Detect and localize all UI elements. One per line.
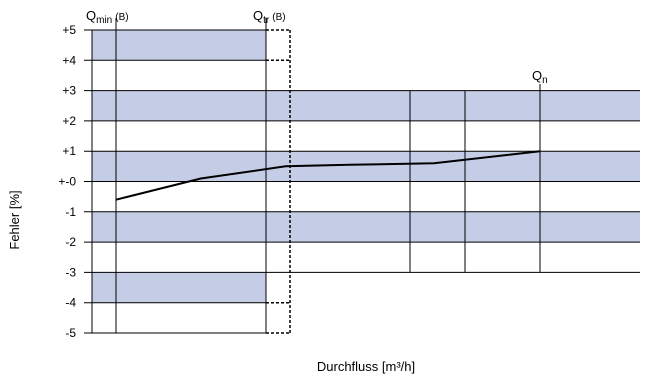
y-tick-label: +5: [62, 23, 76, 37]
qn-label: Qn: [532, 68, 548, 86]
error-curve-line: [115, 150, 541, 201]
y-tick-label: -5: [65, 326, 76, 340]
qmin-label: Qmin (B): [86, 8, 129, 26]
band-full-2: [92, 211, 640, 243]
band-low-0: [92, 30, 266, 61]
y-tick-labels: +5 +4 +3 +2 +1 +-0 -1 -2 -3 -4 -5: [58, 23, 76, 340]
band-low-1: [92, 272, 266, 303]
y-tick-label: -3: [65, 265, 76, 279]
horizontal-gridlines: [84, 29, 640, 334]
y-tick-label: +4: [62, 53, 76, 67]
svg-text:Qtr(B): Qtr (B): [253, 8, 286, 26]
tolerance-bands: [92, 30, 640, 303]
y-tick-label: +1: [62, 144, 76, 158]
qtr-label: Qtr (B): [253, 8, 286, 26]
x-axis-label: Durchfluss [m³/h]: [317, 359, 415, 374]
band-full-0: [92, 90, 640, 121]
band-full-1: [92, 151, 640, 182]
y-tick-label: +2: [62, 114, 76, 128]
y-tick-label: +-0: [58, 175, 76, 189]
y-axis-label: Fehler [%]: [7, 190, 22, 249]
y-tick-label: +3: [62, 84, 76, 98]
svg-text:Qmin(B): Qmin (B): [86, 8, 129, 26]
y-tick-label: -2: [65, 235, 76, 249]
svg-text:Qn: Qn: [532, 68, 548, 86]
y-tick-label: -4: [65, 296, 76, 310]
vertical-gridlines: [91, 18, 541, 333]
y-tick-label: -1: [65, 205, 76, 219]
